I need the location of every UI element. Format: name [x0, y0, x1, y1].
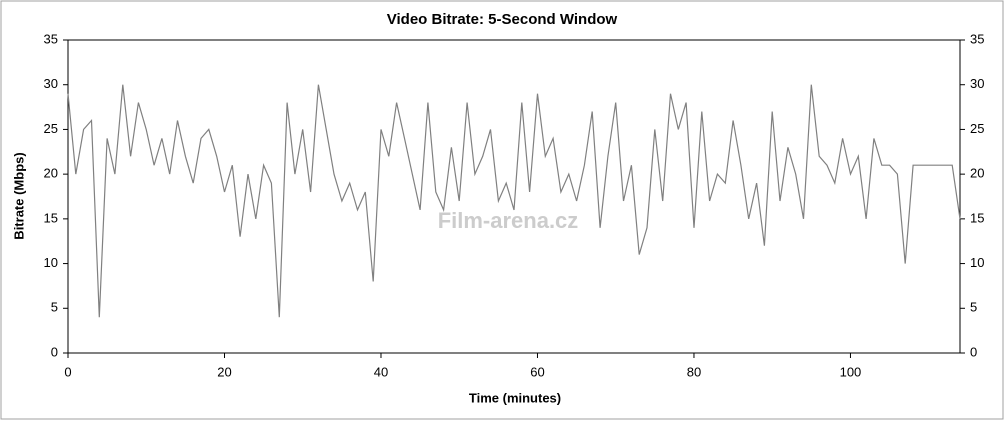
x-tick-label: 40 — [374, 364, 388, 379]
x-tick-label: 20 — [217, 364, 231, 379]
chart-title: Video Bitrate: 5-Second Window — [387, 11, 618, 28]
watermark: Film-arena.cz — [438, 208, 579, 233]
x-tick-label: 100 — [840, 364, 862, 379]
y2-tick-label: 35 — [970, 31, 984, 46]
y-tick-label: 25 — [44, 121, 58, 136]
y2-tick-label: 25 — [970, 121, 984, 136]
y-tick-label: 0 — [51, 344, 58, 359]
y-tick-label: 30 — [44, 76, 58, 91]
x-axis-label: Time (minutes) — [469, 390, 561, 405]
y2-tick-label: 5 — [970, 300, 977, 315]
plot-area — [67, 39, 961, 354]
y2-tick-label: 0 — [970, 344, 977, 359]
x-tick-label: 0 — [64, 364, 71, 379]
y-tick-label: 15 — [44, 210, 58, 225]
x-tick-label: 60 — [530, 364, 544, 379]
y-tick-label: 5 — [51, 300, 58, 315]
y-tick-label: 20 — [44, 166, 58, 181]
x-tick-label: 80 — [687, 364, 701, 379]
y2-tick-label: 10 — [970, 255, 984, 270]
y-axis-label: Bitrate (Mbps) — [11, 152, 26, 239]
y2-tick-label: 30 — [970, 76, 984, 91]
y2-tick-label: 20 — [970, 166, 984, 181]
y2-tick-label: 15 — [970, 210, 984, 225]
y-tick-label: 35 — [44, 31, 58, 46]
y-tick-label: 10 — [44, 255, 58, 270]
data-line — [67, 84, 961, 318]
